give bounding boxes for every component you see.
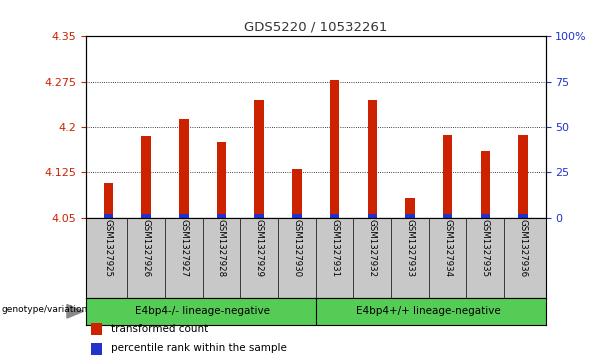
Text: GSM1327933: GSM1327933	[405, 219, 414, 278]
Bar	[142, 136, 151, 218]
Bar	[217, 214, 226, 218]
Bar	[518, 135, 528, 218]
Text: percentile rank within the sample: percentile rank within the sample	[111, 343, 286, 354]
Text: GSM1327929: GSM1327929	[254, 219, 264, 277]
Bar	[254, 214, 264, 218]
Text: E4bp4-/- lineage-negative: E4bp4-/- lineage-negative	[135, 306, 270, 316]
Text: GSM1327928: GSM1327928	[217, 219, 226, 278]
FancyBboxPatch shape	[91, 323, 102, 335]
Text: GSM1327934: GSM1327934	[443, 219, 452, 278]
Text: GSM1327936: GSM1327936	[519, 219, 527, 278]
Text: GSM1327925: GSM1327925	[104, 219, 113, 278]
Text: E4bp4+/+ lineage-negative: E4bp4+/+ lineage-negative	[356, 306, 501, 316]
Text: GSM1327927: GSM1327927	[179, 219, 188, 278]
Bar	[481, 214, 490, 218]
Bar	[405, 199, 414, 218]
Bar	[179, 214, 189, 218]
Bar	[254, 100, 264, 218]
Bar	[368, 214, 377, 218]
Text: GSM1327932: GSM1327932	[368, 219, 377, 278]
Bar	[330, 214, 339, 218]
Bar	[518, 214, 528, 218]
Text: genotype/variation: genotype/variation	[2, 305, 88, 314]
Title: GDS5220 / 10532261: GDS5220 / 10532261	[244, 21, 387, 34]
Bar	[330, 80, 339, 218]
FancyBboxPatch shape	[91, 343, 102, 355]
Bar	[104, 183, 113, 218]
Text: GSM1327935: GSM1327935	[481, 219, 490, 278]
Bar	[217, 142, 226, 218]
Text: GSM1327931: GSM1327931	[330, 219, 339, 278]
Bar	[368, 100, 377, 218]
Polygon shape	[67, 305, 83, 318]
Bar	[443, 214, 452, 218]
Text: GSM1327926: GSM1327926	[142, 219, 151, 278]
Bar	[405, 214, 414, 218]
Bar	[142, 214, 151, 218]
Bar	[443, 135, 452, 218]
Bar	[104, 214, 113, 218]
Bar	[179, 119, 189, 218]
Text: GSM1327930: GSM1327930	[292, 219, 302, 278]
Text: transformed count: transformed count	[111, 324, 208, 334]
Bar	[292, 214, 302, 218]
Bar	[292, 170, 302, 218]
Bar	[481, 151, 490, 218]
